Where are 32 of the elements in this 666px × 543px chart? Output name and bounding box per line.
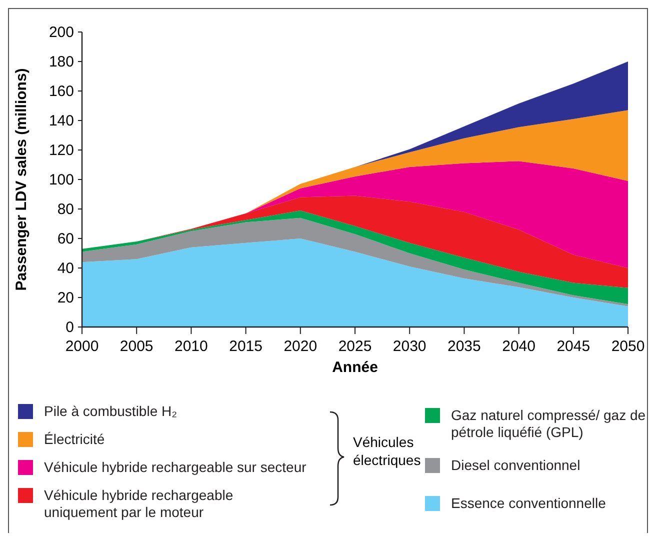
x-tick-label: 2015 bbox=[229, 338, 262, 355]
y-tick-label: 80 bbox=[57, 201, 74, 218]
y-tick-label: 0 bbox=[66, 319, 74, 336]
legend-label: Diesel conventionnel bbox=[451, 457, 580, 473]
x-tick-label: 2000 bbox=[65, 338, 99, 355]
x-tick-label: 2005 bbox=[120, 338, 154, 355]
x-tick-label: 2045 bbox=[556, 338, 590, 355]
y-axis-title: Passenger LDV sales (millions) bbox=[13, 68, 30, 291]
y-tick-label: 20 bbox=[57, 290, 74, 306]
legend-label: Véhicule hybride rechargeable sur secteur bbox=[44, 459, 307, 475]
x-axis-title: Année bbox=[332, 359, 378, 376]
y-tick-label: 160 bbox=[48, 83, 74, 100]
y-tick-label: 140 bbox=[48, 112, 74, 130]
x-tick-label: 2025 bbox=[338, 338, 372, 355]
x-tick-label: 2030 bbox=[392, 338, 426, 355]
x-tick-label: 2035 bbox=[448, 338, 481, 355]
legend-label: Pile à combustible H₂ bbox=[44, 403, 178, 419]
y-tick-label: 40 bbox=[57, 260, 74, 277]
x-tick-label: 2050 bbox=[611, 338, 645, 355]
legend-label: Électricité bbox=[44, 431, 105, 447]
y-tick-label: 60 bbox=[57, 230, 74, 248]
x-tick-label: 2040 bbox=[502, 338, 536, 355]
x-tick-label: 2010 bbox=[174, 338, 208, 355]
y-tick-label: 180 bbox=[48, 54, 74, 70]
y-tick-label: 100 bbox=[48, 172, 74, 188]
y-tick-label: 120 bbox=[48, 142, 74, 159]
x-tick-label: 2020 bbox=[284, 338, 318, 355]
legend-label: Véhicule hybride rechargeable uniquement par le moteur bbox=[44, 487, 234, 520]
text: Véhicules électriques bbox=[353, 434, 421, 468]
legend-label: Essence conventionnelle bbox=[451, 495, 606, 511]
legend-label: Gaz naturel compressé/ gaz de pétrole liquéfié (GPL) bbox=[451, 407, 646, 440]
y-tick-label: 200 bbox=[48, 24, 74, 41]
